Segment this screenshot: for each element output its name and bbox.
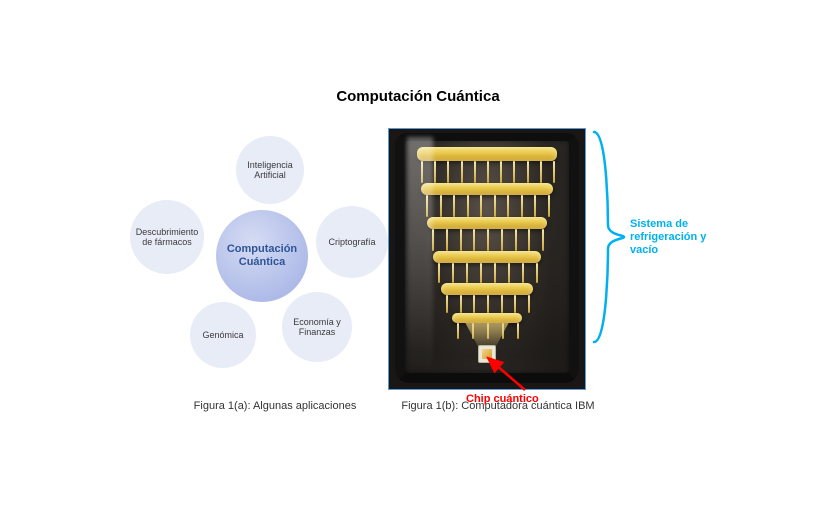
chandelier-rod xyxy=(542,229,544,251)
chandelier-rod xyxy=(440,195,442,217)
chandelier-rod xyxy=(473,229,475,251)
chandelier-rod xyxy=(494,195,496,217)
chandelier-rod xyxy=(521,195,523,217)
chandelier-plate xyxy=(441,283,533,295)
chandelier-rod xyxy=(421,161,423,183)
chandelier-rod xyxy=(452,263,454,283)
chip-label: Chip cuántico xyxy=(466,393,539,405)
bubble-satellite: Descubrimientode fármacos xyxy=(130,200,204,274)
chandelier-rod xyxy=(461,161,463,183)
chandelier-rod xyxy=(480,195,482,217)
chandelier-rod xyxy=(480,263,482,283)
chandelier-rod xyxy=(474,161,476,183)
chandelier-rod xyxy=(501,229,503,251)
chandelier-plate xyxy=(433,251,541,263)
chandelier-rod xyxy=(473,295,475,313)
chandelier-rod xyxy=(447,161,449,183)
quantum-chip-die xyxy=(482,349,492,359)
quantum-chip xyxy=(478,345,496,363)
chandelier-rod xyxy=(487,295,489,313)
bubble-satellite: Criptografía xyxy=(316,206,388,278)
chandelier-rod xyxy=(434,161,436,183)
chandelier-rod xyxy=(426,195,428,217)
quantum-computer-photo xyxy=(388,128,586,390)
cooling-label-line1: Sistema de xyxy=(630,218,688,230)
chandelier-rod xyxy=(508,263,510,283)
chandelier-rod xyxy=(507,195,509,217)
chandelier-rod xyxy=(438,263,440,283)
chandelier-rod xyxy=(517,323,519,339)
page-title: Computación Cuántica xyxy=(0,88,836,105)
chandelier-rod xyxy=(528,295,530,313)
cooling-bracket xyxy=(590,128,634,346)
chandelier-rod xyxy=(460,295,462,313)
chandelier-rod xyxy=(453,195,455,217)
chandelier-rod xyxy=(540,161,542,183)
chandelier-rod xyxy=(446,229,448,251)
chandelier-rod xyxy=(528,229,530,251)
chandelier-rod xyxy=(522,263,524,283)
chandelier-plate xyxy=(452,313,522,323)
chandelier-rod xyxy=(548,195,550,217)
chandelier-rod xyxy=(487,229,489,251)
chandelier-rod xyxy=(513,161,515,183)
bubble-satellite: Genómica xyxy=(190,302,256,368)
chandelier-rod xyxy=(515,229,517,251)
chandelier-rod xyxy=(432,229,434,251)
bubble-satellite: Economía yFinanzas xyxy=(282,292,352,362)
chandelier-rod xyxy=(534,195,536,217)
chandelier-rod xyxy=(500,161,502,183)
chandelier-plate xyxy=(421,183,553,195)
cooling-system-label: Sistema de refrigeración y vacío xyxy=(630,218,706,258)
chandelier-rod xyxy=(487,161,489,183)
chandelier-rod xyxy=(446,295,448,313)
chandelier-plate xyxy=(417,147,557,161)
chandelier-rod xyxy=(466,263,468,283)
chandelier-rod xyxy=(501,295,503,313)
chandelier-rod xyxy=(457,323,459,339)
chandelier-rod xyxy=(527,161,529,183)
chandelier-rod xyxy=(467,195,469,217)
caption-left: Figura 1(a): Algunas aplicaciones xyxy=(170,400,380,412)
cooling-label-line2: refrigeración y xyxy=(630,231,706,243)
bubble-satellite: InteligenciaArtificial xyxy=(236,136,304,204)
bubble-center: ComputaciónCuántica xyxy=(216,210,308,302)
chandelier-rod xyxy=(553,161,555,183)
chandelier-rod xyxy=(514,295,516,313)
chandelier-rod xyxy=(494,263,496,283)
applications-bubble-chart: ComputaciónCuánticaInteligenciaArtificia… xyxy=(130,130,390,380)
chandelier-plate xyxy=(427,217,547,229)
figure-stage: Computación Cuántica ComputaciónCuántica… xyxy=(0,0,836,517)
chandelier-rod xyxy=(460,229,462,251)
chandelier-rod xyxy=(536,263,538,283)
cooling-label-line3: vacío xyxy=(630,244,658,256)
